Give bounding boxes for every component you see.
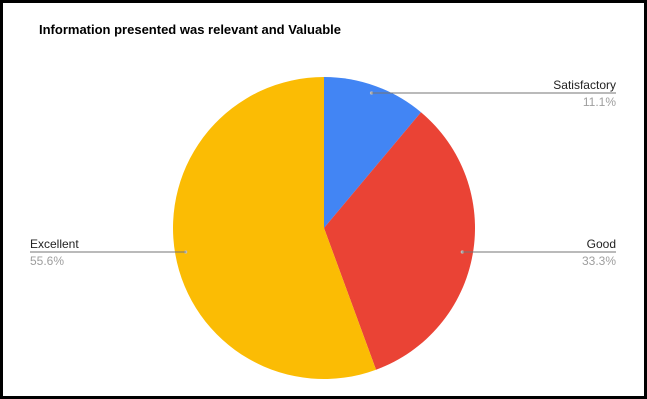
slice-percent-good: 33.3% (582, 254, 616, 268)
slice-label-good: Good (587, 237, 616, 251)
pie-slice-good (324, 112, 476, 370)
slice-percent-excellent: 55.6% (30, 254, 64, 268)
slice-label-excellent: Excellent (30, 237, 79, 251)
chart-title: Information presented was relevant and V… (39, 22, 341, 37)
pie-slice-excellent (173, 76, 377, 379)
slice-percent-satisfactory: 11.1% (583, 95, 616, 109)
slice-label-satisfactory: Satisfactory (553, 78, 616, 92)
pie-slice-satisfactory (324, 77, 421, 228)
